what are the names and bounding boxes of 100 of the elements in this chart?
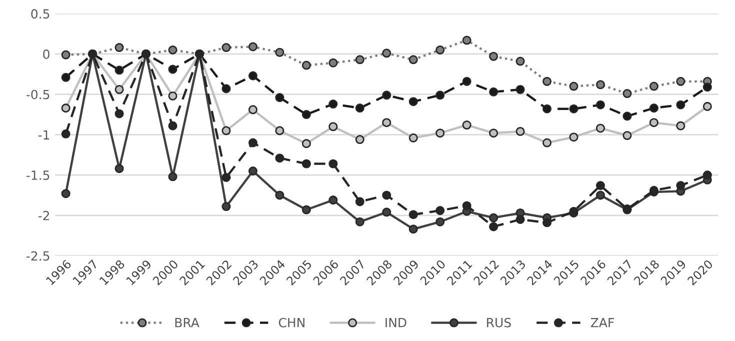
point bbox=[355, 55, 364, 64]
point bbox=[114, 66, 124, 75]
point bbox=[542, 76, 552, 86]
point bbox=[275, 126, 284, 136]
point bbox=[489, 222, 498, 232]
point bbox=[489, 128, 498, 138]
point bbox=[61, 72, 70, 82]
point bbox=[61, 50, 70, 60]
point bbox=[61, 129, 70, 138]
point bbox=[248, 138, 258, 148]
point bbox=[436, 217, 445, 226]
point bbox=[275, 190, 284, 200]
point bbox=[302, 205, 311, 214]
legend-label: RUS bbox=[487, 318, 511, 328]
point bbox=[462, 201, 472, 210]
point bbox=[222, 43, 231, 52]
point bbox=[596, 181, 605, 190]
point bbox=[328, 196, 338, 205]
point bbox=[569, 82, 578, 91]
y-tick-label: 0.5 bbox=[31, 9, 50, 19]
y-tick-label: 0 bbox=[43, 49, 50, 59]
point bbox=[542, 138, 552, 148]
point bbox=[222, 202, 231, 212]
point bbox=[436, 206, 445, 216]
point bbox=[408, 97, 418, 106]
point bbox=[569, 132, 578, 142]
y-tick-label: -2.5 bbox=[26, 251, 50, 261]
point bbox=[114, 84, 124, 94]
point bbox=[248, 105, 258, 114]
point bbox=[462, 76, 472, 86]
point bbox=[222, 172, 231, 182]
point bbox=[408, 224, 418, 234]
point bbox=[622, 112, 632, 121]
point bbox=[408, 133, 418, 142]
point bbox=[168, 45, 178, 54]
point bbox=[649, 118, 658, 128]
point bbox=[328, 122, 338, 132]
point bbox=[248, 166, 258, 176]
legend-label: BRA bbox=[175, 318, 200, 328]
point bbox=[489, 52, 498, 61]
y-tick-label: -0.5 bbox=[26, 90, 50, 100]
point bbox=[302, 110, 311, 120]
point bbox=[516, 56, 525, 66]
point bbox=[676, 76, 686, 86]
point bbox=[382, 208, 392, 217]
point bbox=[168, 91, 178, 100]
point bbox=[61, 189, 70, 198]
point bbox=[328, 58, 338, 68]
point bbox=[489, 213, 498, 222]
y-tick-label: -1 bbox=[38, 130, 50, 140]
point bbox=[328, 159, 338, 168]
point bbox=[408, 55, 418, 64]
point bbox=[328, 100, 338, 109]
point bbox=[462, 120, 472, 130]
point bbox=[649, 104, 658, 113]
point bbox=[114, 164, 124, 174]
point bbox=[355, 217, 364, 226]
point bbox=[114, 109, 124, 118]
point bbox=[408, 210, 418, 220]
point bbox=[542, 218, 552, 228]
point bbox=[516, 214, 525, 224]
point bbox=[516, 126, 525, 136]
point bbox=[622, 89, 632, 98]
point bbox=[248, 42, 258, 52]
point bbox=[702, 170, 712, 180]
point bbox=[382, 90, 392, 100]
point bbox=[596, 190, 605, 200]
point bbox=[596, 124, 605, 133]
point bbox=[382, 190, 392, 200]
point bbox=[168, 121, 178, 130]
point bbox=[622, 130, 632, 140]
point bbox=[275, 154, 284, 163]
point bbox=[382, 48, 392, 58]
point bbox=[676, 121, 686, 130]
point bbox=[222, 126, 231, 136]
legend-label: IND bbox=[386, 318, 406, 328]
point bbox=[596, 100, 605, 110]
legend-label: CHN bbox=[278, 318, 304, 328]
point bbox=[676, 100, 686, 110]
point bbox=[462, 36, 472, 45]
point bbox=[436, 128, 445, 138]
point bbox=[436, 45, 445, 54]
point bbox=[222, 84, 231, 94]
point bbox=[489, 87, 498, 96]
point bbox=[676, 181, 686, 190]
point bbox=[436, 90, 445, 100]
point bbox=[702, 82, 712, 92]
point bbox=[516, 84, 525, 94]
point bbox=[702, 102, 712, 111]
point bbox=[275, 93, 284, 102]
point bbox=[542, 104, 552, 114]
point bbox=[649, 82, 658, 91]
point bbox=[382, 118, 392, 128]
point bbox=[275, 48, 284, 57]
legend-label: ZAF bbox=[590, 318, 614, 328]
point bbox=[596, 80, 605, 90]
point bbox=[302, 139, 311, 148]
point bbox=[168, 172, 178, 182]
point bbox=[302, 60, 311, 70]
point bbox=[114, 43, 124, 52]
